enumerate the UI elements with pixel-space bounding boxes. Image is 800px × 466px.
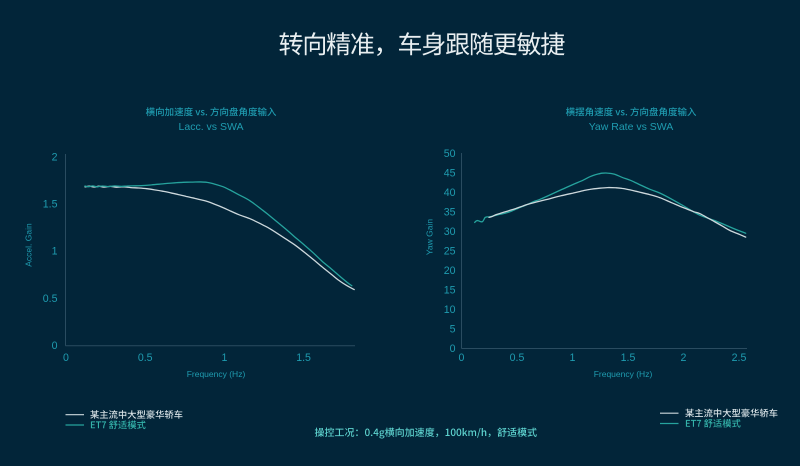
- svg-text:Lacc. vs SWA: Lacc. vs SWA: [179, 121, 244, 133]
- svg-text:2.5: 2.5: [732, 352, 747, 364]
- svg-text:35: 35: [444, 207, 456, 219]
- svg-text:1: 1: [52, 246, 58, 258]
- svg-text:30: 30: [444, 226, 456, 238]
- svg-text:Frequency (Hz): Frequency (Hz): [187, 369, 246, 379]
- svg-text:5: 5: [450, 324, 456, 336]
- svg-text:50: 50: [444, 148, 456, 160]
- svg-text:1.5: 1.5: [296, 352, 311, 364]
- svg-text:Accel. Gain: Accel. Gain: [24, 223, 34, 267]
- svg-text:1: 1: [221, 352, 227, 364]
- svg-text:0.5: 0.5: [510, 352, 525, 364]
- svg-text:1.5: 1.5: [621, 352, 636, 364]
- svg-text:Frequency (Hz): Frequency (Hz): [594, 369, 653, 379]
- svg-text:0: 0: [450, 343, 456, 355]
- svg-text:10: 10: [444, 304, 456, 316]
- svg-text:2: 2: [52, 151, 58, 163]
- svg-text:0.5: 0.5: [43, 293, 58, 305]
- svg-text:25: 25: [444, 246, 456, 258]
- svg-text:Yaw Rate vs SWA: Yaw Rate vs SWA: [589, 121, 674, 133]
- svg-text:1: 1: [570, 352, 576, 364]
- svg-text:0.5: 0.5: [138, 352, 153, 364]
- svg-text:40: 40: [444, 187, 456, 199]
- svg-text:45: 45: [444, 168, 456, 180]
- svg-text:2: 2: [681, 352, 687, 364]
- svg-text:Yaw Gain: Yaw Gain: [425, 219, 435, 255]
- svg-text:0: 0: [459, 352, 465, 364]
- svg-text:0: 0: [52, 340, 58, 352]
- svg-text:20: 20: [444, 265, 456, 277]
- svg-text:1.5: 1.5: [43, 199, 58, 211]
- svg-text:0: 0: [63, 352, 69, 364]
- svg-text:15: 15: [444, 285, 456, 297]
